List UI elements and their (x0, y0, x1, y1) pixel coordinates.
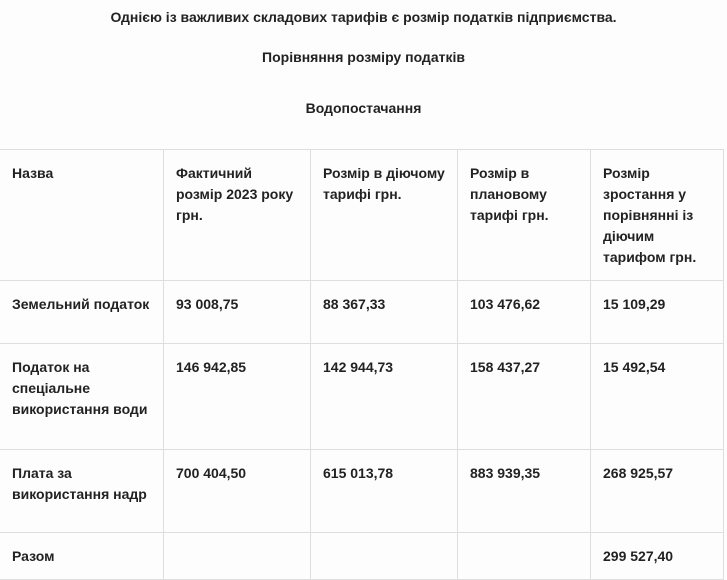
table-row: Податок на спеціальне використання води … (0, 343, 724, 450)
table-cell: 103 476,62 (457, 280, 591, 344)
table-cell (310, 532, 458, 580)
table-cell: 268 925,57 (590, 449, 724, 533)
table-cell: 93 008,75 (163, 280, 311, 344)
table-cell: Разом (0, 532, 164, 580)
header-cell: Назва (0, 149, 164, 281)
table-cell (457, 532, 591, 580)
table-cell (163, 532, 311, 580)
table-cell: Податок на спеціальне використання води (0, 343, 164, 450)
table-header-row: Назва Фактичний розмір 2023 року грн. Ро… (0, 149, 724, 281)
table-cell: 88 367,33 (310, 280, 458, 344)
header-cell: Розмір в плановому тарифі грн. (457, 149, 591, 281)
header-cell: Розмір в діючому тарифі грн. (310, 149, 458, 281)
table-cell: 883 939,35 (457, 449, 591, 533)
table-total-row: Разом 299 527,40 (0, 532, 724, 580)
tax-comparison-table: Назва Фактичний розмір 2023 року грн. Ро… (0, 149, 724, 580)
subtitle: Порівняння розміру податків (262, 49, 465, 65)
table-cell: 15 109,29 (590, 280, 724, 344)
table-cell: 142 944,73 (310, 343, 458, 450)
table-cell: 15 492,54 (590, 343, 724, 450)
header-cell: Розмір зростання у порівнянні із діючим … (590, 149, 724, 281)
header-cell: Фактичний розмір 2023 року грн. (163, 149, 311, 281)
table-cell: 700 404,50 (163, 449, 311, 533)
table-cell: 299 527,40 (590, 532, 724, 580)
table-cell: 158 437,27 (457, 343, 591, 450)
intro-text: Однією із важливих складових тарифів є р… (110, 9, 617, 25)
table-cell: Плата за використання надр (0, 449, 164, 533)
table-row: Земельний податок 93 008,75 88 367,33 10… (0, 280, 724, 344)
section-title: Водопостачання (305, 100, 422, 116)
table-cell: 615 013,78 (310, 449, 458, 533)
table-row: Плата за використання надр 700 404,50 61… (0, 449, 724, 533)
table-cell: Земельний податок (0, 280, 164, 344)
table-cell: 146 942,85 (163, 343, 311, 450)
